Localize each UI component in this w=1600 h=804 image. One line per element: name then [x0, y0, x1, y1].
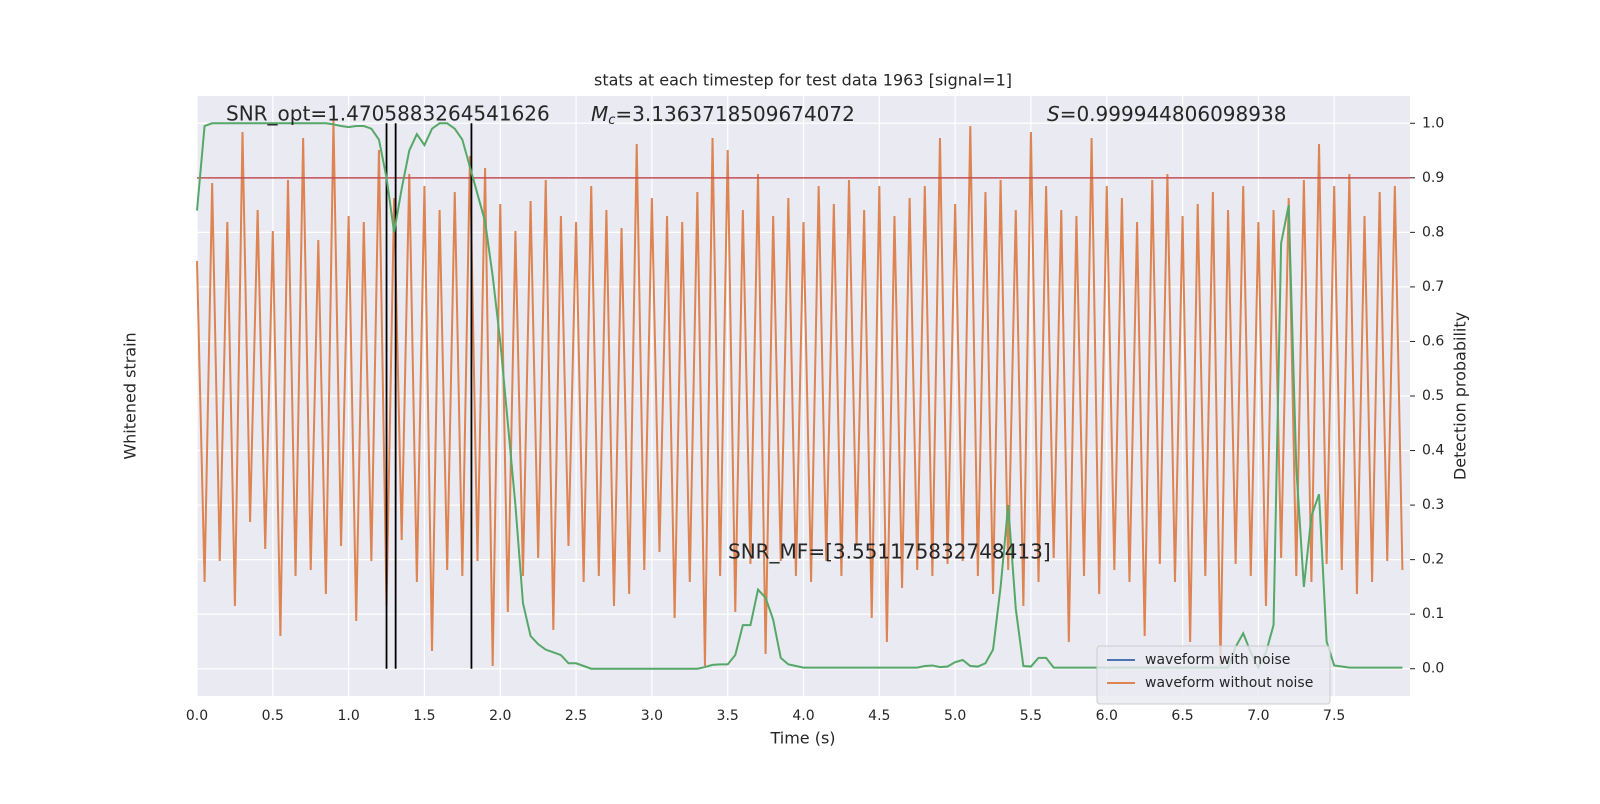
y2-tick-label: 0.7 — [1422, 279, 1444, 295]
x-axis-label: Time (s) — [769, 729, 835, 748]
value: =0.999944806098938 — [1060, 102, 1287, 126]
snr-opt-annotation: SNR_opt=1.4705883264541626 — [226, 102, 550, 126]
x-tick-label: 0.5 — [262, 708, 284, 724]
y2-tick-label: 0.1 — [1422, 606, 1444, 622]
y2-axis-label: Detection probability — [1451, 312, 1470, 480]
x-tick-label: 2.0 — [489, 708, 511, 724]
legend: waveform with noise waveform without nois… — [1096, 645, 1331, 705]
y2-tick-label: 1.0 — [1422, 115, 1444, 131]
y2-tick-label: 0.2 — [1422, 552, 1444, 568]
value: =3.1363718509674072 — [615, 102, 854, 126]
waveform-line — [196, 119, 1404, 667]
symbol: M — [591, 102, 608, 126]
y2-tick-label: 0.4 — [1422, 443, 1444, 459]
y2-tick-label: 0.0 — [1422, 661, 1444, 677]
x-tick-label: 3.5 — [717, 708, 739, 724]
y2-tick-label: 0.3 — [1422, 497, 1444, 513]
x-tick-label: 5.5 — [1020, 708, 1042, 724]
y2-tick-label: 0.9 — [1422, 170, 1444, 186]
x-tick-label: 5.0 — [944, 708, 966, 724]
y2-tick-label: 0.6 — [1422, 333, 1444, 349]
legend-box — [1096, 645, 1331, 705]
x-tick-label: 4.5 — [868, 708, 890, 724]
chirp-mass-annotation: Mc=3.1363718509674072 — [591, 102, 855, 128]
x-tick-label: 3.0 — [641, 708, 663, 724]
x-tick-label: 1.5 — [413, 708, 435, 724]
legend-label: waveform without noise — [1145, 675, 1313, 691]
y-axis-label: Whitened strain — [121, 332, 140, 459]
x-tick-label: 7.5 — [1323, 708, 1345, 724]
labels: 0.0 0.5 1.0 1.5 2.0 2.5 3.0 3.5 4.0 4.5 5.0 5.5 6.0 6… — [186, 115, 1444, 724]
x-tick-label: 6.0 — [1096, 708, 1118, 724]
snr-mf-annotation: SNR_MF=[3.551175832748413] — [728, 540, 1051, 564]
x-tick-label: 4.0 — [792, 708, 814, 724]
chart-title: stats at each timestep for test data 196… — [594, 71, 1012, 90]
y2-tick-label: 0.5 — [1422, 388, 1444, 404]
legend-label: waveform with noise — [1145, 652, 1290, 668]
y2-tick-label: 0.8 — [1422, 224, 1444, 240]
score-annotation: S=0.999944806098938 — [1047, 102, 1286, 126]
subscript: c — [608, 113, 615, 128]
symbol: S — [1047, 102, 1060, 126]
x-tick-label: 2.5 — [565, 708, 587, 724]
x-tick-label: 0.0 — [186, 708, 208, 724]
x-tick-label: 6.5 — [1171, 708, 1193, 724]
x-tick-label: 7.0 — [1247, 708, 1269, 724]
x-tick-label: 1.0 — [337, 708, 359, 724]
